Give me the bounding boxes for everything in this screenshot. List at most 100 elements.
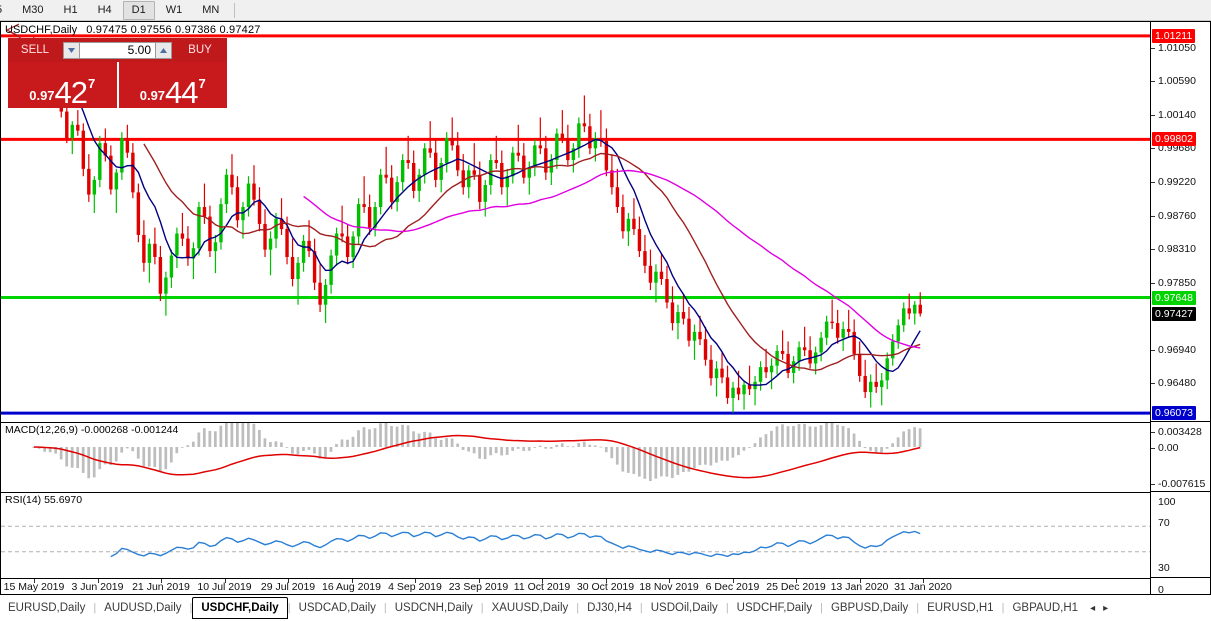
price-scale[interactable]: 1.01050 1.00590 1.00140 0.99680 0.99220 0.987… — [1150, 22, 1210, 596]
price-tick — [1151, 383, 1155, 385]
sell-price-big: 42 — [54, 74, 88, 110]
tab-separator: | — [383, 602, 387, 614]
time-axis-tick — [415, 579, 416, 583]
timeframe-h4[interactable]: H4 — [97, 3, 112, 16]
chevron-up-icon — [160, 47, 167, 53]
timeframe-w1[interactable]: W1 — [165, 3, 183, 16]
macd-pane[interactable]: MACD(12,26,9) -0.000268 -0.001244 — [1, 422, 1150, 491]
time-axis-tick — [669, 579, 670, 583]
time-axis-tick — [224, 579, 226, 583]
timeframe-d1[interactable]: D1 — [122, 0, 155, 20]
price-level-badge[interactable]: 1.01211 — [1152, 28, 1196, 43]
sell-button[interactable]: SELL — [20, 44, 50, 56]
sell-price-button[interactable]: 0.97 42 7 — [8, 62, 117, 108]
rsi-label: RSI(14) 55.6970 — [5, 494, 83, 506]
macd-plot — [32, 423, 922, 481]
tab-separator: | — [480, 602, 484, 614]
tab-separator: | — [576, 602, 580, 614]
time-axis[interactable]: 15 May 2019 3 Jun 2019 21 Jun 2019 10 Jul 2… — [1, 578, 1150, 596]
chart-tab-usdchf-daily[interactable]: USDCHF,Daily — [736, 602, 813, 614]
price-tick — [1151, 282, 1155, 284]
tab-separator: | — [287, 602, 291, 614]
price-level-badge[interactable]: 0.99802 — [1152, 132, 1196, 147]
chart-tab-gbpaud-h1[interactable]: GBPAUD,H1 — [1012, 602, 1079, 614]
time-axis-tick — [34, 579, 35, 583]
rsi-scale-label: 100 — [1158, 496, 1176, 508]
buy-button[interactable]: BUY — [188, 44, 212, 56]
volume-decrease-button[interactable] — [63, 41, 80, 59]
rsi-scale-label: 30 — [1158, 562, 1170, 574]
oct-header-row: SELL 5.00 BUY — [8, 38, 227, 62]
chart-symbol-period: USDCHF,Daily — [5, 24, 78, 36]
tab-separator: | — [93, 602, 97, 614]
sell-price-fraction: 7 — [88, 76, 96, 91]
price-tick-label: 0.96480 — [1158, 377, 1196, 390]
buy-price-button[interactable]: 0.97 44 7 — [118, 62, 227, 108]
chart-tab-dj30-h4[interactable]: DJ30,H4 — [587, 602, 632, 614]
chart-tab-bar[interactable]: EURUSD,Daily | AUDUSD,Daily | USDCHF,Daily | U… — [0, 595, 1211, 621]
time-axis-label: 11 Oct 2019 — [513, 581, 571, 593]
buy-price-fraction: 7 — [198, 76, 206, 91]
price-tick-label: 0.98760 — [1158, 209, 1196, 222]
time-axis-label: 15 May 2019 — [3, 581, 65, 593]
price-level-badge[interactable]: 0.97648 — [1152, 290, 1196, 305]
chart-tab-usdcnh-daily[interactable]: USDCNH,Daily — [394, 602, 473, 614]
time-axis-tick — [97, 579, 99, 583]
chart-tab-xauusd-daily[interactable]: XAUUSD,Daily — [491, 602, 569, 614]
timeframe-mn[interactable]: MN — [202, 3, 220, 16]
chart-tab-usdoil-daily[interactable]: USDOil,Daily — [650, 602, 718, 614]
volume-increase-button[interactable] — [155, 41, 172, 59]
chart-tab-eurusd-daily[interactable]: EURUSD,Daily — [8, 602, 86, 614]
time-axis-label: 31 Jan 2020 — [894, 581, 952, 593]
time-axis-tick — [732, 579, 734, 583]
chart-tab-usdchf-daily[interactable]: USDCHF,Daily — [192, 597, 288, 619]
one-click-trading-panel[interactable]: SELL 5.00 BUY 0.97 42 7 0.97 44 7 — [8, 38, 227, 108]
toolbar-separator — [234, 2, 236, 18]
time-axis-label: 21 Jun 2019 — [132, 581, 190, 593]
tab-separator: | — [725, 602, 729, 614]
macd-scale-label: -0.007615 — [1158, 478, 1206, 490]
time-axis-label: 4 Sep 2019 — [388, 581, 442, 593]
scale-separator — [1151, 577, 1210, 578]
time-axis-label: 16 Aug 2019 — [322, 581, 381, 593]
price-tick-label: 1.01050 — [1158, 41, 1196, 54]
macd-label: MACD(12,26,9) -0.000268 -0.001244 — [5, 424, 179, 436]
chart-tab-gbpusd-daily[interactable]: GBPUSD,Daily — [830, 602, 909, 614]
rsi-scale-label: 70 — [1158, 517, 1170, 529]
price-tick — [1151, 114, 1155, 116]
sell-price-prefix: 0.97 — [29, 88, 55, 103]
price-tick-label: 0.97850 — [1158, 276, 1196, 289]
tab-separator: | — [916, 602, 920, 614]
timeframe-m30[interactable]: M30 — [22, 3, 44, 16]
price-level-badge[interactable]: 0.96073 — [1152, 406, 1196, 421]
price-level-badge[interactable]: 0.97427 — [1152, 306, 1196, 321]
chart-tab-eurusd-h1[interactable]: EURUSD,H1 — [927, 602, 994, 614]
time-axis-label: 6 Dec 2019 — [705, 581, 760, 593]
volume-input[interactable]: 5.00 — [80, 41, 155, 59]
rsi-scale-label: 0 — [1158, 584, 1164, 596]
price-tick — [1151, 349, 1155, 351]
time-axis-label: 3 Jun 2019 — [71, 581, 124, 593]
time-axis-label: 25 Dec 2019 — [766, 581, 826, 593]
chart-tab-audusd-daily[interactable]: AUDUSD,Daily — [104, 602, 182, 614]
tab-scroll-left-button[interactable]: ◂ — [1090, 602, 1096, 614]
rsi-pane[interactable]: RSI(14) 55.6970 — [1, 492, 1150, 578]
volume-stepper[interactable]: 5.00 — [63, 41, 172, 59]
timeframe-h1[interactable]: H1 — [63, 3, 78, 16]
price-tick-label: 1.00140 — [1158, 108, 1196, 121]
tab-scroll-right-button[interactable]: ▸ — [1103, 602, 1109, 614]
chevron-down-icon — [68, 47, 75, 53]
price-pane[interactable] — [1, 22, 1150, 420]
time-axis-label: 10 Jul 2019 — [197, 581, 252, 593]
time-axis-tick — [796, 579, 797, 583]
price-tick — [1151, 215, 1155, 217]
price-tick — [1151, 47, 1155, 49]
time-axis-tick — [923, 579, 924, 583]
price-tick — [1151, 182, 1155, 184]
timeframe-5[interactable]: 5 — [0, 1, 11, 20]
price-tick — [1151, 148, 1155, 150]
rsi-plot — [1, 525, 1150, 558]
tab-separator: | — [820, 602, 823, 614]
timeframe-toolbar: 5 M30 H1 H4 D1 W1 MN — [0, 0, 1211, 21]
chart-tab-usdcad-daily[interactable]: USDCAD,Daily — [298, 602, 376, 614]
